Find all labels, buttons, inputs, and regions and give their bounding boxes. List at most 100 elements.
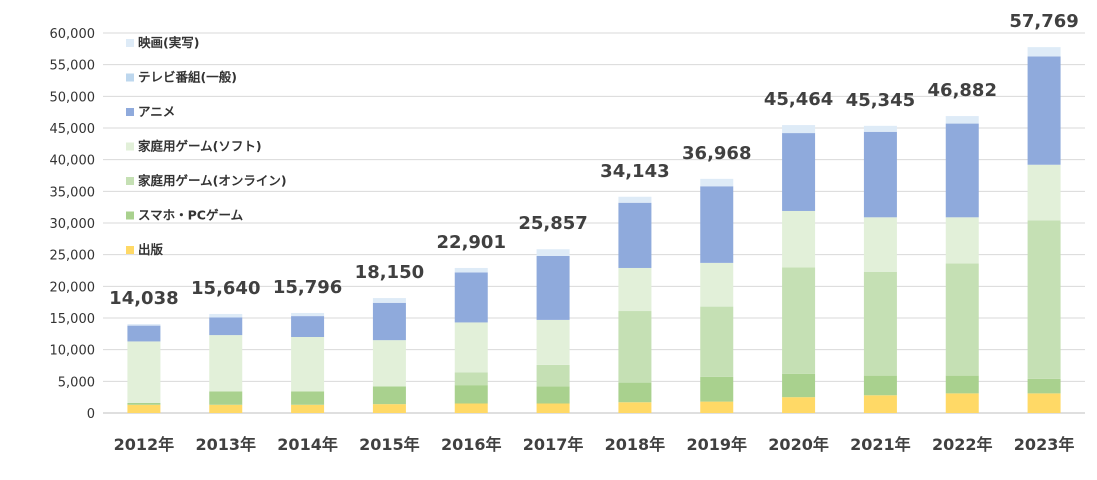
bar-segment [291, 312, 325, 317]
legend-label: 映画(実写) [138, 35, 199, 50]
total-label: 25,857 [518, 213, 587, 234]
bar-segment [536, 319, 570, 365]
bar-segment [454, 267, 488, 273]
x-tick-label: 2013年 [195, 435, 256, 454]
bar-segment [1027, 378, 1061, 394]
legend-swatch [126, 39, 134, 47]
bar-segment [454, 322, 488, 373]
y-tick-label: 55,000 [50, 59, 96, 74]
total-label: 45,345 [846, 90, 915, 111]
total-label: 15,796 [273, 277, 342, 298]
bars [127, 47, 1061, 413]
x-tick-label: 2020年 [768, 435, 829, 454]
y-tick-label: 5,000 [58, 375, 95, 390]
legend-swatch [126, 177, 134, 185]
total-labels: 14,038 15,640 15,796 18,150 22,901 25,857 34,1… [109, 11, 1079, 309]
legend-label: スマホ・PCゲーム [138, 208, 244, 223]
x-tick-label: 2021年 [850, 435, 911, 454]
bar-segment [209, 404, 243, 413]
bar-segment [945, 116, 979, 124]
legend-label: 家庭用ゲーム(オンライン) [138, 173, 287, 188]
x-tick-label: 2023年 [1014, 435, 1075, 454]
y-tick-label: 15,000 [50, 312, 96, 327]
bar-segment [945, 217, 979, 264]
total-label: 18,150 [355, 262, 424, 283]
bar-segment [1027, 47, 1061, 57]
x-axis-category-labels: 2012年 2013年 2014年 2015年 2016年 2017年 2018年 2019年… [114, 435, 1075, 454]
bar-segment [782, 133, 816, 211]
bar-segment [291, 404, 325, 413]
bar-segment [618, 267, 652, 312]
y-tick-label: 50,000 [50, 90, 96, 105]
legend-swatch [126, 73, 134, 82]
y-tick-label: 40,000 [50, 154, 96, 169]
bar-segment [1027, 164, 1061, 221]
bar-segment [618, 382, 652, 403]
bar-segment [209, 313, 243, 318]
total-label: 34,143 [600, 161, 669, 182]
bar-segment [700, 186, 734, 263]
bar-segment [700, 306, 734, 377]
legend-swatch [126, 211, 134, 220]
legend-swatch [126, 246, 134, 254]
bar-segment [454, 385, 488, 404]
bar-segment [127, 324, 161, 326]
bar-segment [372, 340, 406, 387]
bar-segment [618, 196, 652, 203]
bar-segment [782, 210, 816, 268]
bar-segment [782, 397, 816, 413]
x-tick-label: 2014年 [277, 435, 338, 454]
bar-segment [209, 335, 243, 392]
total-label: 45,464 [764, 89, 833, 110]
bar-segment [782, 373, 816, 398]
legend-label: 家庭用ゲーム(ソフト) [138, 139, 262, 154]
total-label: 14,038 [109, 288, 178, 309]
x-tick-label: 2019年 [686, 435, 747, 454]
bar-segment [618, 402, 652, 413]
bar-segment [863, 271, 897, 376]
bar-segment [127, 325, 161, 342]
bar-segment [127, 402, 161, 405]
bar-segment [700, 262, 734, 307]
bar-segment [127, 404, 161, 413]
bar-segment [536, 364, 570, 387]
bar-segment [536, 255, 570, 320]
bar-segment [536, 403, 570, 413]
y-tick-label: 30,000 [50, 217, 96, 232]
bar-segment [782, 125, 816, 134]
gridlines [103, 32, 1085, 414]
bar-segment [536, 386, 570, 404]
bar-segment [618, 202, 652, 268]
bar-segment [945, 375, 979, 394]
y-tick-label: 0 [87, 407, 95, 422]
bar-segment [863, 131, 897, 218]
bar-segment [291, 337, 325, 392]
total-label: 22,901 [437, 232, 506, 253]
bar-segment [454, 403, 488, 413]
bar-segment [291, 316, 325, 337]
y-tick-label: 25,000 [50, 249, 96, 264]
bar-segment [209, 391, 243, 405]
bar-segment [454, 272, 488, 323]
x-tick-label: 2016年 [441, 435, 502, 454]
total-label: 46,882 [928, 80, 997, 101]
bar-segment [1027, 56, 1061, 165]
x-tick-label: 2022年 [932, 435, 993, 454]
x-tick-label: 2017年 [523, 435, 584, 454]
x-tick-label: 2015年 [359, 435, 420, 454]
y-tick-label: 20,000 [50, 280, 96, 295]
bar-segment [700, 401, 734, 413]
bar-segment [945, 123, 979, 218]
bar-segment [372, 302, 406, 341]
total-label: 36,968 [682, 143, 751, 164]
bar-segment [782, 267, 816, 374]
bar-segment [209, 317, 243, 336]
bar-segment [945, 393, 979, 413]
bar-segment [291, 391, 325, 405]
bar-segment [945, 263, 979, 376]
legend-swatch [126, 108, 134, 116]
bar-segment [536, 249, 570, 256]
bar-segment [127, 341, 161, 403]
y-tick-label: 35,000 [50, 185, 96, 200]
